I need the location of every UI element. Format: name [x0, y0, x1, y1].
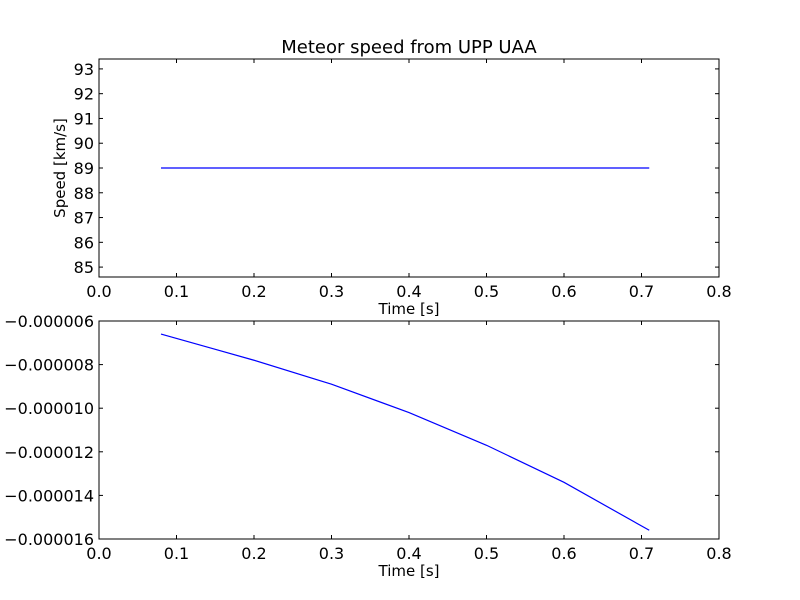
speed-y-tick-label: 93	[74, 60, 94, 79]
second-x-tick-label: 0.1	[164, 544, 189, 563]
second-x-tick-label: 0.4	[396, 544, 421, 563]
second-y-tick-label: −0.000016	[4, 530, 94, 549]
speed-y-tick-label: 92	[74, 85, 94, 104]
second-x-tick-label: 0.6	[551, 544, 576, 563]
speed-y-tick-label: 86	[74, 233, 94, 252]
second-axes: 0.0 0.1 0.2 0.3 0.4 0.5 0.6 0.7 0.8 −0.000006−0.…	[4, 312, 731, 580]
speed-x-tick-label: 0.2	[241, 282, 266, 301]
speed-y-tick-label: 90	[74, 134, 94, 153]
speed-y-tick-label: 89	[74, 159, 94, 178]
second-series-line-0	[160, 333, 650, 531]
second-y-tick-label: −0.000014	[4, 486, 94, 505]
speed-y-tick-label: 85	[74, 258, 94, 277]
speed-y-tick-label: 88	[74, 184, 94, 203]
second-x-axis-label: Time [s]	[378, 562, 440, 580]
second-x-ticks: 0.0 0.1 0.2 0.3 0.4 0.5 0.6 0.7 0.8	[86, 321, 732, 563]
speed-x-tick-label: 0.7	[629, 282, 654, 301]
chart-title: Meteor speed from UPP UAA	[281, 37, 537, 58]
speed-axes: Meteor speed from UPP UAA 0.0 0.1 0.2 0.3 0.…	[51, 37, 732, 318]
second-x-tick-label: 0.0	[86, 544, 111, 563]
second-series-group	[160, 333, 650, 531]
speed-plot-area	[98, 58, 720, 278]
speed-x-tick-label: 0.3	[319, 282, 344, 301]
speed-y-axis-label: Speed [km/s]	[51, 118, 69, 218]
second-x-tick-label: 0.3	[319, 544, 344, 563]
speed-x-tick-label: 0.6	[551, 282, 576, 301]
speed-x-tick-label: 0.1	[164, 282, 189, 301]
speed-x-tick-label: 0.5	[474, 282, 499, 301]
second-y-tick-label: −0.000008	[4, 356, 94, 375]
second-x-tick-label: 0.7	[629, 544, 654, 563]
speed-x-axis-label: Time [s]	[378, 300, 440, 318]
speed-x-tick-label: 0.4	[396, 282, 421, 301]
speed-y-tick-label: 87	[74, 209, 94, 228]
second-y-tick-label: −0.000012	[4, 443, 94, 462]
speed-x-tick-label: 0.0	[86, 282, 111, 301]
second-y-tick-label: −0.000010	[4, 399, 94, 418]
second-plot-area	[98, 320, 720, 540]
second-x-tick-label: 0.5	[474, 544, 499, 563]
speed-x-tick-label: 0.8	[706, 282, 731, 301]
second-y-ticks: −0.000006 −0.000008 −0.000010 −0.000012 −0.0…	[4, 312, 719, 549]
second-x-tick-label: 0.8	[706, 544, 731, 563]
second-y-tick-label: −0.000006	[4, 312, 94, 331]
speed-y-ticks: 85 86 87 88 89 90 91 92 93	[74, 60, 719, 277]
second-x-tick-label: 0.2	[241, 544, 266, 563]
speed-y-tick-label: 91	[74, 109, 94, 128]
speed-x-ticks: 0.0 0.1 0.2 0.3 0.4 0.5 0.6 0.7 0.8	[86, 59, 732, 301]
